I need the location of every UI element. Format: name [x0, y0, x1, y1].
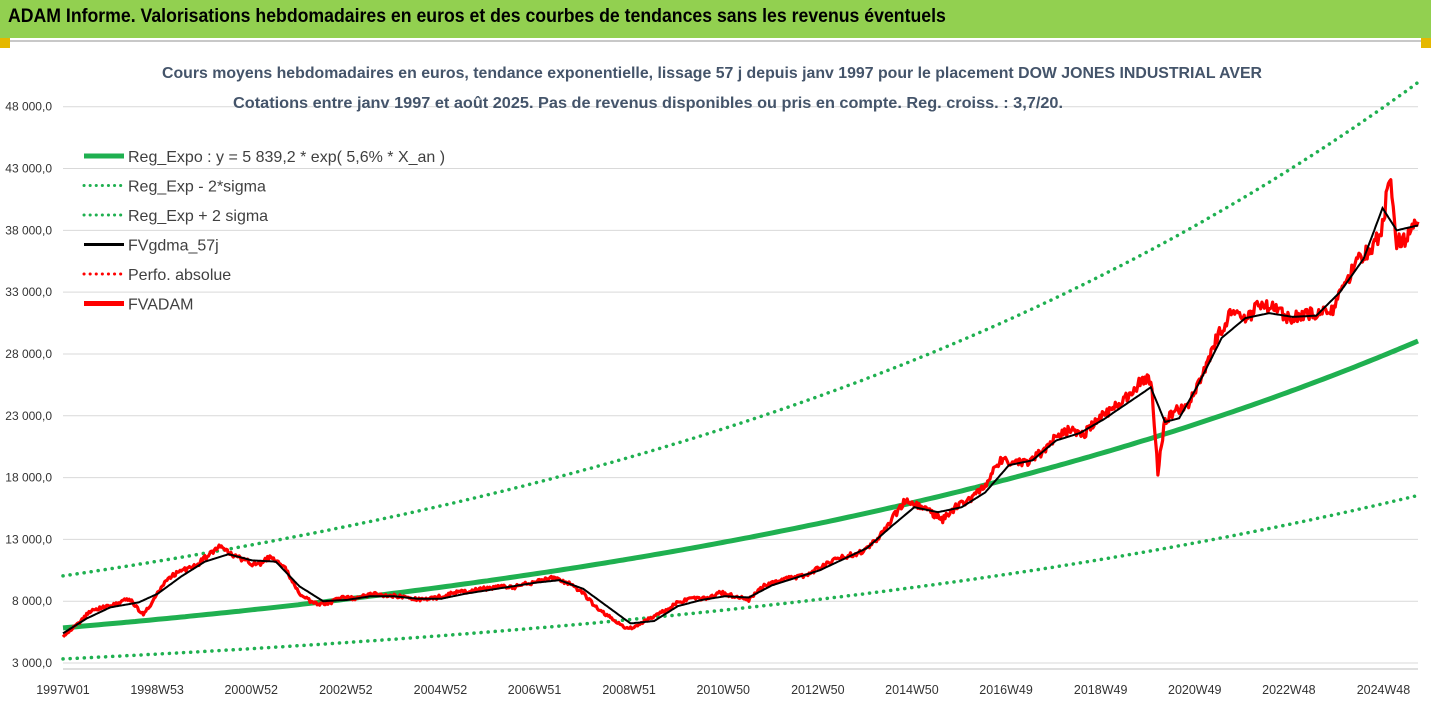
- report-title: ADAM Informe. Valorisations hebdomadaire…: [8, 6, 946, 27]
- y-tick-label: 13 000,0: [5, 532, 52, 546]
- x-tick-label: 2000W52: [224, 683, 278, 697]
- y-tick-label: 3 000,0: [12, 656, 52, 670]
- legend-label: Perfo. absolue: [128, 267, 231, 284]
- series-fvgdma-57j: [62, 205, 1419, 635]
- y-tick-label: 33 000,0: [5, 285, 52, 299]
- x-tick-label: 2008W51: [602, 683, 656, 697]
- x-tick-label: 2012W50: [791, 683, 845, 697]
- chart-title-line2: Cotations entre janv 1997 et août 2025. …: [233, 95, 1063, 112]
- x-tick-label: 2016W49: [979, 683, 1033, 697]
- x-tick-label: 2020W49: [1168, 683, 1222, 697]
- chart-title-line1: Cours moyens hebdomadaires en euros, ten…: [162, 65, 1262, 82]
- series-reg-expo: [62, 338, 1419, 631]
- x-tick-label: 2006W51: [508, 683, 562, 697]
- x-tick-label: 2018W49: [1074, 683, 1128, 697]
- report-banner: ADAM Informe. Valorisations hebdomadaire…: [0, 0, 1431, 38]
- y-tick-label: 38 000,0: [5, 223, 52, 237]
- legend-label: FVADAM: [128, 297, 193, 314]
- x-tick-label: 2024W48: [1357, 683, 1411, 697]
- x-tick-label: 2002W52: [319, 683, 373, 697]
- corner-marker-left: [0, 38, 10, 48]
- legend-label: Reg_Exp + 2 sigma: [128, 208, 268, 225]
- legend-label: FVgdma_57j: [128, 238, 219, 255]
- x-tick-label: 2010W50: [696, 683, 750, 697]
- x-tick-label: 1998W53: [130, 683, 184, 697]
- x-tick-label: 2022W48: [1262, 683, 1316, 697]
- y-tick-label: 28 000,0: [5, 347, 52, 361]
- y-tick-label: 8 000,0: [12, 594, 52, 608]
- y-tick-label: 18 000,0: [5, 471, 52, 485]
- y-tick-label: 23 000,0: [5, 409, 52, 423]
- y-tick-label: 48 000,0: [5, 100, 52, 114]
- x-tick-label: 2014W50: [885, 683, 939, 697]
- x-tick-label: 1997W01: [36, 683, 90, 697]
- series-reg-exp-plus-2sigma: [61, 80, 1420, 578]
- series-fvadam: [61, 178, 1420, 638]
- series-reg-exp-minus-2sigma: [61, 493, 1420, 661]
- corner-marker-right: [1421, 38, 1431, 48]
- line-chart: 3 000,0 8 000,0 13 000,0 18 000,0 23 000,0 28…: [5, 65, 1420, 697]
- legend-label: Reg_Expo : y = 5 839,2 * exp( 5,6% * X_a…: [128, 149, 445, 166]
- legend-label: Reg_Exp - 2*sigma: [128, 179, 266, 196]
- y-tick-label: 43 000,0: [5, 162, 52, 176]
- chart-area: 3 000,0 8 000,0 13 000,0 18 000,0 23 000,0 28…: [0, 40, 1431, 720]
- x-tick-label: 2004W52: [414, 683, 468, 697]
